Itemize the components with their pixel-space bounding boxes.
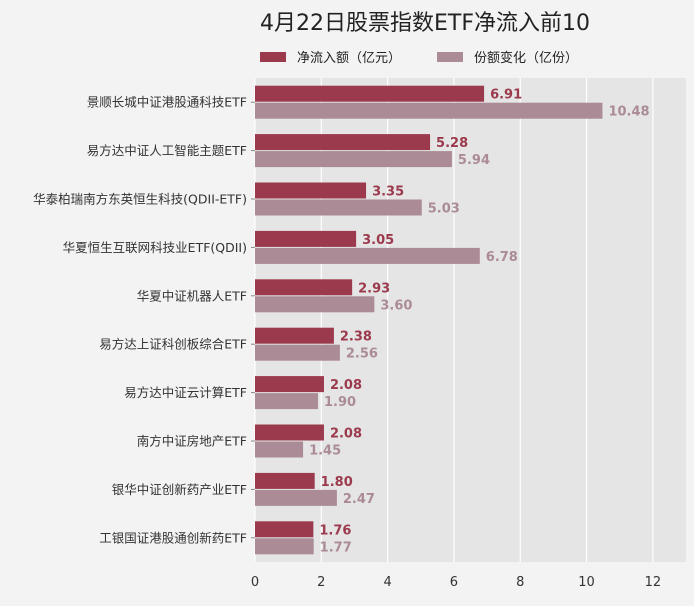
bar-net-inflow (255, 230, 357, 247)
bar-net-inflow (255, 85, 485, 102)
bar-net-inflow (255, 134, 431, 151)
legend-label-share-change: 份额变化（亿份） (474, 50, 578, 66)
data-label-net-inflow: 3.35 (372, 185, 404, 200)
plot-area (255, 78, 686, 562)
bar-share-change (255, 102, 603, 119)
data-label-net-inflow: 3.05 (362, 233, 394, 248)
bar-net-inflow (255, 521, 314, 538)
bar-share-change (255, 538, 314, 555)
category-label: 易方达中证云计算ETF (124, 385, 247, 400)
legend-label-net-inflow: 净流入额（亿元） (297, 51, 401, 66)
data-label-net-inflow: 2.08 (330, 378, 362, 393)
data-label-share-change: 2.56 (346, 347, 378, 362)
data-label-net-inflow: 2.38 (340, 330, 372, 345)
bar-net-inflow (255, 472, 315, 489)
legend-swatch-share-change (437, 52, 463, 62)
bar-share-change (255, 393, 318, 410)
category-label: 易方达中证人工智能主题ETF (87, 143, 247, 158)
bar-share-change (255, 441, 304, 458)
x-tick-label: 12 (645, 575, 662, 590)
bar-share-change (255, 344, 340, 361)
data-label-share-change: 1.45 (309, 444, 341, 459)
data-label-share-change: 5.03 (428, 202, 460, 217)
data-label-net-inflow: 1.80 (321, 475, 353, 490)
bar-share-change (255, 151, 452, 168)
data-label-net-inflow: 6.91 (490, 88, 522, 103)
data-label-net-inflow: 1.76 (319, 523, 351, 538)
bar-share-change (255, 247, 480, 264)
x-tick-label: 0 (251, 575, 259, 590)
bars: 6.91 10.48 5.28 5.94 3.35 5.03 3.05 6.78 2.93 3.6… (255, 85, 650, 555)
bar-net-inflow (255, 327, 334, 344)
category-label: 易方达上证科创板综合ETF (99, 337, 247, 352)
bar-net-inflow (255, 424, 324, 441)
category-label: 华泰柏瑞南方东英恒生科技(QDII-ETF) (33, 192, 247, 207)
category-label: 南方中证房地产ETF (137, 434, 247, 449)
bar-net-inflow (255, 279, 353, 296)
category-label: 银华中证创新药产业ETF (112, 482, 247, 497)
bar-share-change (255, 199, 422, 216)
category-label: 工银国证港股通创新药ETF (99, 530, 247, 545)
bar-share-change (255, 296, 375, 313)
x-tick-label: 8 (516, 575, 524, 590)
legend: 净流入额（亿元） 份额变化（亿份） (260, 50, 578, 66)
x-tick-label: 6 (450, 575, 458, 590)
data-label-share-change: 1.77 (320, 540, 352, 555)
data-label-share-change: 1.90 (324, 395, 356, 410)
data-label-share-change: 5.94 (458, 153, 490, 168)
data-label-net-inflow: 2.93 (358, 281, 390, 296)
x-axis-ticks: 0 2 4 6 8 10 12 (251, 575, 661, 590)
bar-net-inflow (255, 376, 324, 393)
x-tick-label: 4 (383, 575, 391, 590)
chart-title: 4月22日股票指数ETF净流入前10 (260, 11, 590, 36)
category-labels: 景顺长城中证港股通科技ETF 易方达中证人工智能主题ETF 华泰柏瑞南方东英恒生科技… (33, 95, 255, 545)
bar-net-inflow (255, 182, 367, 199)
category-label: 华夏中证机器人ETF (137, 288, 247, 303)
category-label: 华夏恒生互联网科技业ETF(QDII) (63, 240, 247, 255)
x-tick-label: 10 (578, 575, 595, 590)
data-label-net-inflow: 5.28 (436, 136, 468, 151)
x-tick-label: 2 (317, 575, 325, 590)
data-label-share-change: 2.47 (343, 492, 375, 507)
legend-swatch-net-inflow (260, 52, 286, 62)
data-label-share-change: 3.60 (380, 298, 412, 313)
data-label-share-change: 6.78 (486, 250, 518, 265)
data-label-share-change: 10.48 (608, 105, 649, 120)
data-label-net-inflow: 2.08 (330, 427, 362, 442)
category-label: 景顺长城中证港股通科技ETF (87, 95, 247, 110)
bar-share-change (255, 489, 337, 506)
